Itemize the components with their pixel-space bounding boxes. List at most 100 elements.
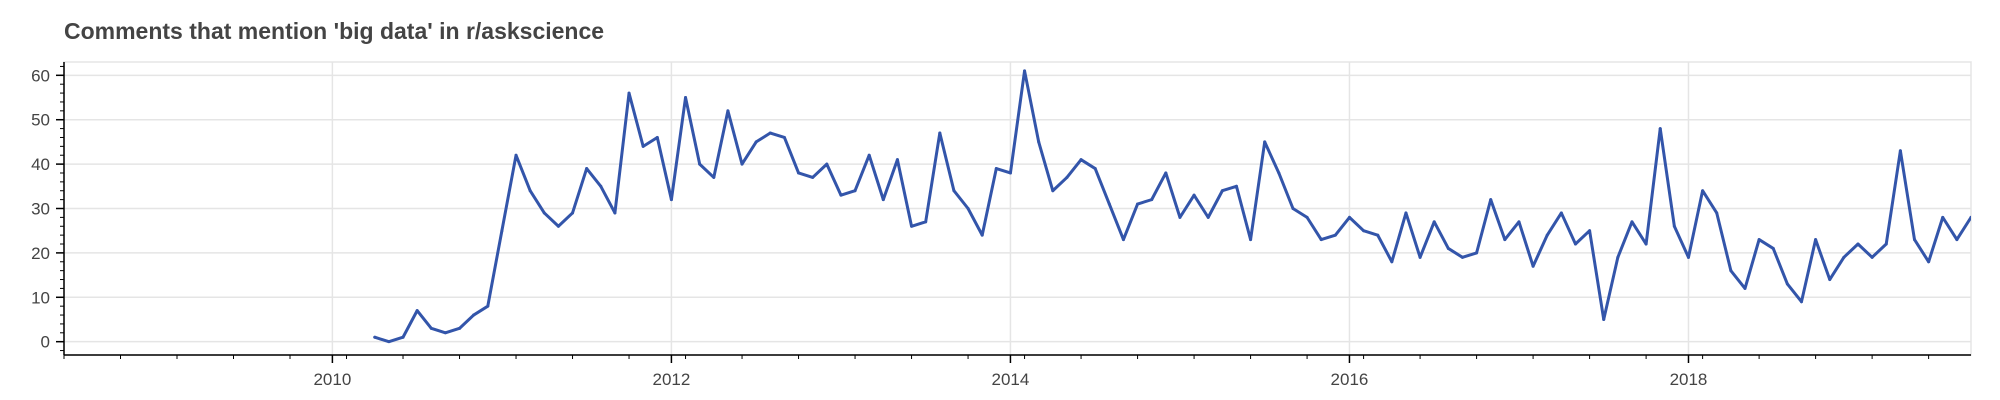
series-point	[1432, 220, 1436, 224]
series-point	[1686, 255, 1690, 259]
y-tick-label: 40	[31, 155, 50, 174]
series-point	[726, 109, 730, 113]
series-point	[782, 135, 786, 139]
series-point	[1757, 238, 1761, 242]
series-point	[1814, 238, 1818, 242]
series-point	[1404, 211, 1408, 215]
series-point	[1319, 238, 1323, 242]
series-point	[1517, 220, 1521, 224]
series-point	[387, 340, 391, 344]
y-tick-label: 50	[31, 111, 50, 130]
series-point	[1573, 242, 1577, 246]
series-point	[895, 158, 899, 162]
series-point	[1065, 175, 1069, 179]
series-point	[1178, 215, 1182, 219]
series-point	[1828, 278, 1832, 282]
series-layer	[373, 69, 1971, 344]
y-tick-label: 0	[41, 333, 50, 352]
series-point	[1037, 140, 1041, 144]
chart-title: Comments that mention 'big data' in r/as…	[64, 18, 605, 44]
series-point	[571, 211, 575, 215]
series-point	[1192, 193, 1196, 197]
series-point	[500, 229, 504, 233]
series-point	[1644, 242, 1648, 246]
series-point	[698, 162, 702, 166]
series-point	[1884, 242, 1888, 246]
series-point	[556, 224, 560, 228]
series-point	[1969, 215, 1971, 219]
series-point	[811, 175, 815, 179]
series-point	[1588, 229, 1592, 233]
series-point	[514, 153, 518, 157]
series-point	[1799, 300, 1803, 304]
y-tick-label: 10	[31, 288, 50, 307]
series-point	[910, 224, 914, 228]
series-point	[443, 331, 447, 335]
x-tick-label: 2012	[653, 370, 691, 389]
series-line	[373, 69, 1971, 344]
series-point	[1503, 238, 1507, 242]
series-point	[881, 198, 885, 202]
series-point	[1602, 317, 1606, 321]
series-point	[1136, 202, 1140, 206]
series-point	[1376, 233, 1380, 237]
series-point	[415, 309, 419, 313]
series-point	[768, 131, 772, 135]
series-point	[542, 211, 546, 215]
series-point	[627, 91, 631, 95]
series-point	[1941, 215, 1945, 219]
axes	[56, 62, 1971, 363]
series-point	[1672, 224, 1676, 228]
series-point	[853, 189, 857, 193]
series-point	[1913, 238, 1916, 242]
series-point	[1107, 202, 1111, 206]
series-point	[472, 313, 476, 317]
series-point	[980, 233, 984, 237]
series-point	[1785, 282, 1789, 286]
series-point	[1475, 251, 1479, 255]
series-point	[1658, 127, 1662, 131]
series-point	[839, 193, 843, 197]
y-tick-label: 20	[31, 244, 50, 263]
tick-labels: 0 10 20 30 40 50 60 2010 2012 2014 2016 2018	[31, 66, 1707, 389]
series-point	[655, 135, 659, 139]
series-point	[1446, 246, 1450, 250]
series-point	[1121, 238, 1125, 242]
series-point	[1545, 233, 1549, 237]
series-point	[1362, 229, 1366, 233]
series-point	[1291, 207, 1295, 210]
series-point	[613, 211, 617, 215]
series-point	[825, 162, 829, 166]
series-point	[740, 162, 744, 166]
series-point	[712, 175, 716, 179]
x-tick-label: 2014	[992, 370, 1030, 389]
series-point	[938, 131, 942, 135]
series-point	[1489, 198, 1493, 202]
series-point	[1206, 215, 1210, 219]
series-point	[1729, 269, 1733, 273]
series-point	[1079, 158, 1083, 162]
series-point	[867, 153, 871, 157]
series-point	[1630, 220, 1634, 224]
series-point	[1743, 286, 1747, 290]
series-point	[1277, 171, 1281, 175]
series-point	[994, 167, 998, 171]
series-point	[754, 140, 758, 144]
series-point	[924, 220, 928, 224]
series-point	[684, 96, 688, 100]
series-point	[1390, 260, 1394, 264]
series-point	[1305, 215, 1309, 219]
series-point	[1955, 238, 1959, 242]
series-point	[1460, 255, 1464, 259]
series-point	[486, 304, 490, 308]
series-point	[1093, 167, 1097, 171]
series-point	[1531, 264, 1535, 268]
series-point	[458, 326, 462, 330]
series-point	[1164, 171, 1168, 175]
series-point	[1842, 255, 1846, 259]
series-point	[373, 335, 377, 339]
series-point	[1023, 69, 1027, 73]
series-point	[1715, 211, 1719, 215]
x-tick-label: 2016	[1331, 370, 1369, 389]
